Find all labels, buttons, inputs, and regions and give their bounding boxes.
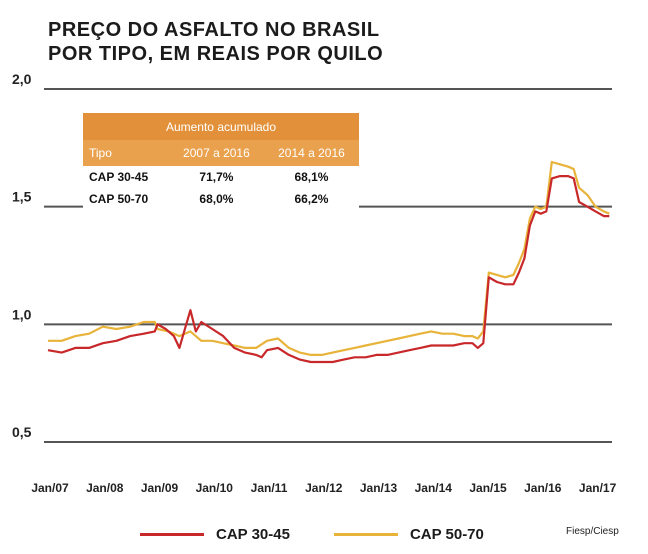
- x-tick-label: Jan/08: [86, 481, 124, 495]
- x-tick-label: Jan/11: [251, 481, 288, 495]
- y-tick-label: 1,0: [12, 306, 32, 322]
- series-lines: [47, 160, 610, 364]
- legend-item-cap-50-70: CAP 50-70: [333, 525, 484, 543]
- x-tick-label: Jan/07: [31, 481, 69, 495]
- chart-title: PREÇO DO ASFALTO NO BRASIL POR TIPO, EM …: [48, 18, 383, 66]
- x-tick-label: Jan/14: [415, 481, 453, 495]
- table-cell-type: CAP 50-70: [83, 188, 169, 210]
- legend-label-cap-30-45: CAP 30-45: [216, 525, 290, 543]
- legend-item-cap-30-45: CAP 30-45: [140, 526, 290, 543]
- table-cell-2014-2016: 66,2%: [263, 188, 359, 210]
- x-tick-label: Jan/12: [305, 481, 343, 495]
- legend-swatch-cap-30-45: [140, 532, 204, 536]
- x-tick-label: Jan/16: [524, 481, 562, 495]
- x-axis-ticks: Jan/07 Jan/08 Jan/09 Jan/10 Jan/11 Jan/12 Jan/…: [31, 481, 616, 495]
- x-tick-label: Jan/10: [196, 481, 234, 495]
- y-tick-label: 0,5: [12, 424, 32, 440]
- chart-title-line-2: POR TIPO, EM REAIS POR QUILO: [48, 43, 384, 65]
- table-column-type: Tipo: [83, 140, 169, 166]
- series-line-cap-30-45: [47, 175, 610, 364]
- y-tick-label: 2,0: [12, 71, 32, 87]
- line-chart: 0,51,01,52,0 Jan/07 Jan/08 Jan/09 Jan/10 Jan…: [12, 71, 617, 495]
- table-column-2014-2016: 2014 a 2016: [263, 140, 359, 166]
- chart-title-line-1: PREÇO DO ASFALTO NO BRASIL: [48, 19, 380, 41]
- x-tick-label: Jan/15: [469, 481, 507, 495]
- legend-swatch-cap-50-70: [333, 532, 398, 536]
- table-header-row: Aumento acumulado: [83, 113, 359, 140]
- legend-label-cap-50-70: CAP 50-70: [409, 525, 484, 543]
- x-tick-label: Jan/17: [579, 481, 617, 495]
- table-row: CAP 50-70 68,0% 66,2%: [83, 188, 359, 210]
- table-cell-2014-2016: 68,1%: [263, 166, 359, 188]
- table-header: Aumento acumulado: [83, 113, 359, 140]
- table-cell-2007-2016: 71,7%: [168, 166, 264, 188]
- table-column-row: Tipo 2007 a 2016 2014 a 2016: [83, 140, 359, 166]
- x-tick-label: Jan/09: [141, 481, 179, 495]
- table-row: CAP 30-45 71,7% 68,1%: [83, 166, 359, 188]
- y-tick-label: 1,5: [12, 189, 32, 205]
- x-tick-label: Jan/13: [360, 481, 398, 495]
- table-cell-type: CAP 30-45: [83, 166, 169, 188]
- increase-table: Aumento acumulado Tipo 2007 a 2016 2014 …: [83, 113, 359, 210]
- table-column-2007-2016: 2007 a 2016: [168, 140, 264, 166]
- legend: CAP 30-45 CAP 50-70: [140, 523, 528, 545]
- y-axis-ticks: 0,5 1,0 1,5 2,0: [12, 71, 32, 440]
- table-cell-2007-2016: 68,0%: [168, 188, 264, 210]
- source-credit: Fiesp/Ciesp: [566, 526, 619, 537]
